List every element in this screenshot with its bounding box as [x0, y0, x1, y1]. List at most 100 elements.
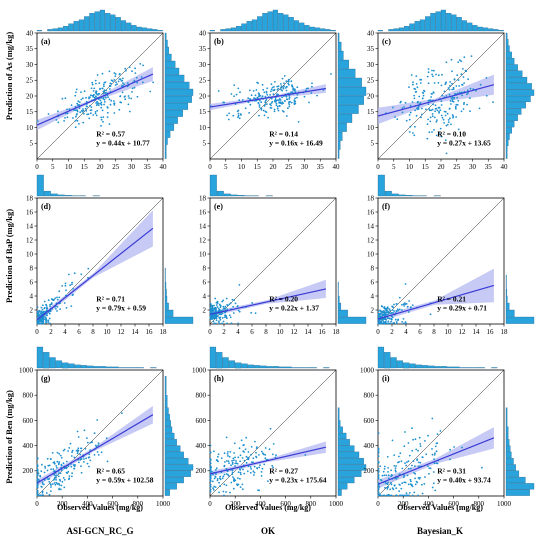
data-point: [142, 65, 144, 67]
top-hist-bar: [100, 366, 106, 368]
data-point: [231, 93, 233, 95]
y-tick-label: 20: [199, 92, 207, 100]
data-point: [430, 313, 432, 315]
data-point: [253, 470, 255, 472]
data-point: [102, 88, 104, 90]
x-tick-label: 800: [133, 500, 144, 508]
data-point: [71, 472, 73, 474]
data-point: [58, 290, 60, 292]
data-point: [74, 272, 76, 274]
data-point: [120, 78, 122, 80]
data-point: [380, 479, 382, 481]
data-point: [264, 115, 266, 117]
y-tick-label: 40: [367, 29, 375, 37]
y-tick-label: 600: [196, 417, 207, 425]
data-point: [77, 447, 79, 449]
data-point: [67, 113, 69, 115]
y-tick-label: 18: [367, 194, 375, 202]
data-point: [413, 492, 415, 494]
data-point: [237, 463, 239, 465]
top-hist-bar: [394, 29, 399, 31]
right-hist-bar: [506, 109, 521, 115]
data-point: [122, 82, 124, 84]
data-point: [276, 104, 278, 106]
data-point: [245, 437, 247, 439]
top-hist-bar: [247, 21, 252, 31]
data-point: [103, 104, 105, 106]
right-hist-bar: [338, 78, 362, 87]
data-point: [50, 490, 52, 492]
data-point: [92, 84, 94, 86]
r-squared-label: R² = 0.27: [269, 466, 298, 475]
x-tick-label: 0: [35, 500, 39, 508]
x-axis-label-col3: Observed Values (mg/kg): [397, 503, 483, 512]
data-point: [428, 100, 430, 102]
x-tick-label: 0: [208, 328, 212, 336]
y-tick-label: 4: [203, 292, 207, 300]
data-point: [437, 110, 439, 112]
data-point: [55, 477, 57, 479]
data-point: [55, 465, 57, 467]
right-hist-bar: [506, 39, 508, 45]
data-point: [40, 320, 42, 322]
data-point: [65, 283, 67, 285]
data-point: [427, 123, 429, 125]
data-point: [131, 91, 133, 93]
x-tick-label: 800: [306, 500, 317, 508]
data-point: [259, 464, 261, 466]
data-point: [41, 495, 43, 497]
right-hist-bar: [165, 68, 179, 75]
data-point: [282, 102, 284, 104]
data-point: [415, 449, 417, 451]
data-point: [149, 91, 151, 93]
x-tick-label: 25: [112, 163, 120, 171]
data-point: [238, 310, 240, 312]
top-hist-bar: [150, 368, 156, 369]
data-point: [436, 450, 438, 452]
data-point: [462, 84, 464, 86]
data-point: [228, 119, 230, 121]
data-point: [229, 314, 231, 316]
data-point: [129, 66, 131, 68]
data-point: [42, 309, 44, 311]
right-hist-bar: [506, 33, 507, 39]
right-hist-bar: [506, 282, 507, 289]
data-point: [392, 107, 394, 109]
y-tick-label: 600: [364, 417, 375, 425]
data-point: [415, 75, 417, 77]
data-point: [220, 319, 222, 321]
right-hist-bar: [338, 60, 349, 69]
data-point: [395, 467, 397, 469]
data-point: [59, 308, 61, 310]
data-point: [217, 478, 219, 480]
data-point: [233, 488, 235, 490]
data-point: [88, 98, 90, 100]
data-point: [240, 474, 242, 476]
data-point: [214, 478, 216, 480]
data-point: [389, 489, 391, 491]
top-hist-bar: [210, 347, 216, 368]
top-histogram: [210, 175, 273, 196]
data-point: [241, 439, 243, 441]
right-hist-bar: [506, 433, 508, 439]
data-point: [396, 118, 398, 120]
data-point: [103, 85, 105, 87]
data-point: [395, 487, 397, 489]
top-hist-bar: [248, 365, 254, 368]
data-point: [57, 110, 59, 112]
data-point: [229, 303, 231, 305]
data-point: [428, 68, 430, 70]
data-point: [219, 323, 221, 325]
x-tick-label: 6: [250, 328, 254, 336]
x-tick-label: 5: [392, 163, 396, 171]
data-point: [50, 468, 52, 470]
right-hist-bar: [165, 33, 166, 40]
data-point: [463, 82, 465, 84]
top-hist-bar: [242, 24, 247, 31]
data-point: [423, 483, 425, 485]
data-point: [449, 449, 451, 451]
right-hist-bar: [165, 477, 184, 483]
data-point: [384, 318, 386, 320]
data-point: [397, 462, 399, 464]
data-point: [109, 88, 111, 90]
